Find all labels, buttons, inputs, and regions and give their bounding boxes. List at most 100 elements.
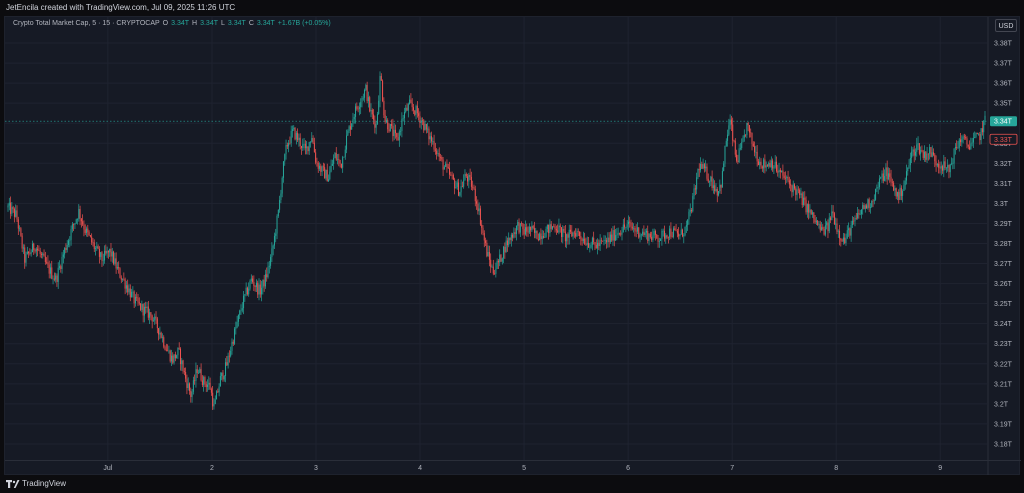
candle-body bbox=[250, 278, 252, 281]
candle-body bbox=[436, 150, 438, 155]
currency-button[interactable]: USD bbox=[995, 19, 1017, 32]
candle bbox=[155, 311, 157, 324]
candle bbox=[792, 180, 794, 196]
candle-body bbox=[56, 275, 58, 282]
candle bbox=[616, 228, 618, 241]
candle bbox=[92, 237, 94, 247]
candle bbox=[438, 147, 440, 162]
candle bbox=[586, 236, 588, 250]
candle bbox=[875, 188, 877, 201]
candle-body bbox=[826, 222, 828, 226]
price-axis[interactable]: 3.38T3.37T3.36T3.35T3.34T3.33T3.32T3.31T… bbox=[989, 41, 1018, 449]
candle-body bbox=[20, 228, 22, 236]
candle-body bbox=[737, 160, 739, 162]
candle bbox=[169, 349, 171, 363]
symbol-name[interactable]: Crypto Total Market Cap, 5 · 15 · CRYPTO… bbox=[13, 20, 160, 27]
time-axis[interactable]: Jul 2 3 4 5 6 7 8 9 bbox=[103, 465, 942, 472]
candle bbox=[200, 363, 202, 382]
candle-body bbox=[31, 243, 33, 253]
candle bbox=[514, 228, 516, 238]
candle bbox=[245, 282, 247, 297]
candle bbox=[221, 372, 223, 381]
candle-body bbox=[929, 147, 931, 154]
candle bbox=[863, 203, 865, 210]
candle-body bbox=[844, 237, 846, 244]
candle-body bbox=[953, 148, 955, 164]
candle bbox=[168, 345, 170, 354]
candle bbox=[55, 272, 57, 283]
candle bbox=[814, 215, 816, 224]
candle bbox=[931, 145, 933, 158]
candle-body bbox=[185, 371, 187, 379]
candle bbox=[182, 359, 184, 374]
candle bbox=[250, 274, 252, 284]
candle-body bbox=[478, 208, 480, 212]
candle-body bbox=[164, 346, 166, 350]
candle bbox=[88, 230, 90, 237]
candle bbox=[764, 154, 766, 174]
candle-body bbox=[514, 232, 516, 235]
candle bbox=[702, 158, 704, 170]
candle bbox=[131, 288, 133, 298]
candle-body bbox=[660, 238, 662, 241]
candle-body bbox=[611, 234, 613, 241]
candle bbox=[896, 191, 898, 201]
candle bbox=[22, 244, 24, 254]
candle-body bbox=[770, 160, 772, 168]
candle-body bbox=[389, 124, 391, 132]
candle-body bbox=[978, 133, 980, 135]
candle bbox=[325, 169, 327, 181]
candle bbox=[355, 103, 357, 124]
candle bbox=[40, 251, 42, 259]
candle-body bbox=[463, 180, 465, 187]
candle-body bbox=[603, 240, 605, 242]
candle bbox=[309, 141, 311, 148]
candle bbox=[730, 115, 732, 131]
candle bbox=[607, 232, 609, 248]
candle-body bbox=[467, 176, 469, 182]
candle bbox=[80, 217, 82, 228]
candle-body bbox=[827, 222, 829, 232]
candle-body bbox=[784, 177, 786, 179]
candle bbox=[958, 137, 960, 152]
chart-area[interactable]: 3.38T3.37T3.36T3.35T3.34T3.33T3.32T3.31T… bbox=[4, 16, 1021, 476]
price-chart[interactable]: 3.38T3.37T3.36T3.35T3.34T3.33T3.32T3.31T… bbox=[5, 17, 1021, 476]
candle-body bbox=[905, 171, 907, 181]
candle bbox=[227, 352, 229, 369]
candle-body bbox=[115, 258, 117, 269]
candle-body bbox=[259, 284, 261, 295]
candle bbox=[389, 123, 391, 132]
candle bbox=[216, 390, 218, 400]
candle-body bbox=[25, 253, 27, 263]
candle-body bbox=[302, 144, 304, 149]
candle bbox=[319, 162, 321, 172]
candle bbox=[925, 151, 927, 163]
candle-body bbox=[566, 234, 568, 242]
candle-body bbox=[576, 231, 578, 237]
candle bbox=[582, 231, 584, 244]
candle bbox=[669, 225, 671, 241]
candle-body bbox=[934, 154, 936, 162]
candle-body bbox=[454, 179, 456, 189]
candle-body bbox=[10, 202, 12, 214]
candle bbox=[374, 115, 376, 134]
candle bbox=[746, 122, 748, 139]
candle bbox=[7, 203, 9, 212]
candle-body bbox=[508, 237, 510, 246]
candle bbox=[709, 180, 711, 188]
candle bbox=[113, 250, 115, 266]
y-tick-label: 3.23T bbox=[994, 341, 1013, 348]
candle-body bbox=[366, 84, 368, 102]
candle-body bbox=[961, 138, 963, 143]
candle bbox=[308, 141, 310, 155]
candle bbox=[383, 97, 385, 119]
candle bbox=[877, 181, 879, 195]
candle-body bbox=[902, 191, 904, 196]
candle-body bbox=[756, 151, 758, 162]
candle-body bbox=[168, 350, 170, 352]
candle-body bbox=[837, 230, 839, 232]
candle bbox=[613, 225, 615, 247]
candle-body bbox=[899, 187, 901, 200]
candle-body bbox=[190, 390, 192, 397]
candle-body bbox=[779, 169, 781, 173]
